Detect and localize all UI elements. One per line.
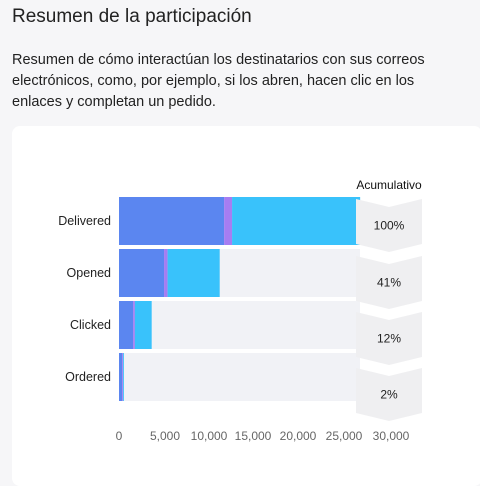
cumulative-value: 41% [377,276,401,290]
cumulative-title: Acumulativo [356,178,422,192]
x-tick-label: 20,000 [280,429,317,443]
bar-segment [119,249,165,297]
category-label: Clicked [70,318,111,332]
cumulative-value: 100% [374,219,405,233]
cumulative-value: 2% [380,388,398,402]
x-tick-label: 0 [116,429,123,443]
engagement-chart: Delivered Opened Clicked Ordered Acumulativo… [58,178,422,443]
x-tick-label: 15,000 [235,429,272,443]
bar-track [119,353,360,401]
category-label: Ordered [65,370,111,384]
bar-segment [122,353,123,401]
x-tick-label: 30,000 [373,429,410,443]
bar-segment [133,301,135,349]
page-description: Resumen de cómo interactúan los destinat… [12,52,425,110]
cumulative-chevron [356,312,422,365]
bar-segment [122,353,124,401]
cumulative-value: 12% [377,332,401,346]
bar-segment [164,249,168,297]
category-label: Opened [67,266,112,280]
cumulative-chevron [356,368,422,421]
category-label: Delivered [58,214,111,228]
page-title: Resumen de la participación [12,6,252,27]
bar-segment [119,301,134,349]
bar-segment [119,197,225,245]
bar-segment [119,353,123,401]
bar-segment [134,301,152,349]
x-tick-label: 25,000 [326,429,363,443]
x-tick-label: 10,000 [191,429,228,443]
bar-track [119,301,360,349]
cumulative-chevron [356,256,422,309]
bar-segment [232,197,361,245]
cumulative-chevron [356,199,422,252]
x-tick-label: 5,000 [150,429,180,443]
bar-segment [167,249,220,297]
bar-segment [224,197,233,245]
